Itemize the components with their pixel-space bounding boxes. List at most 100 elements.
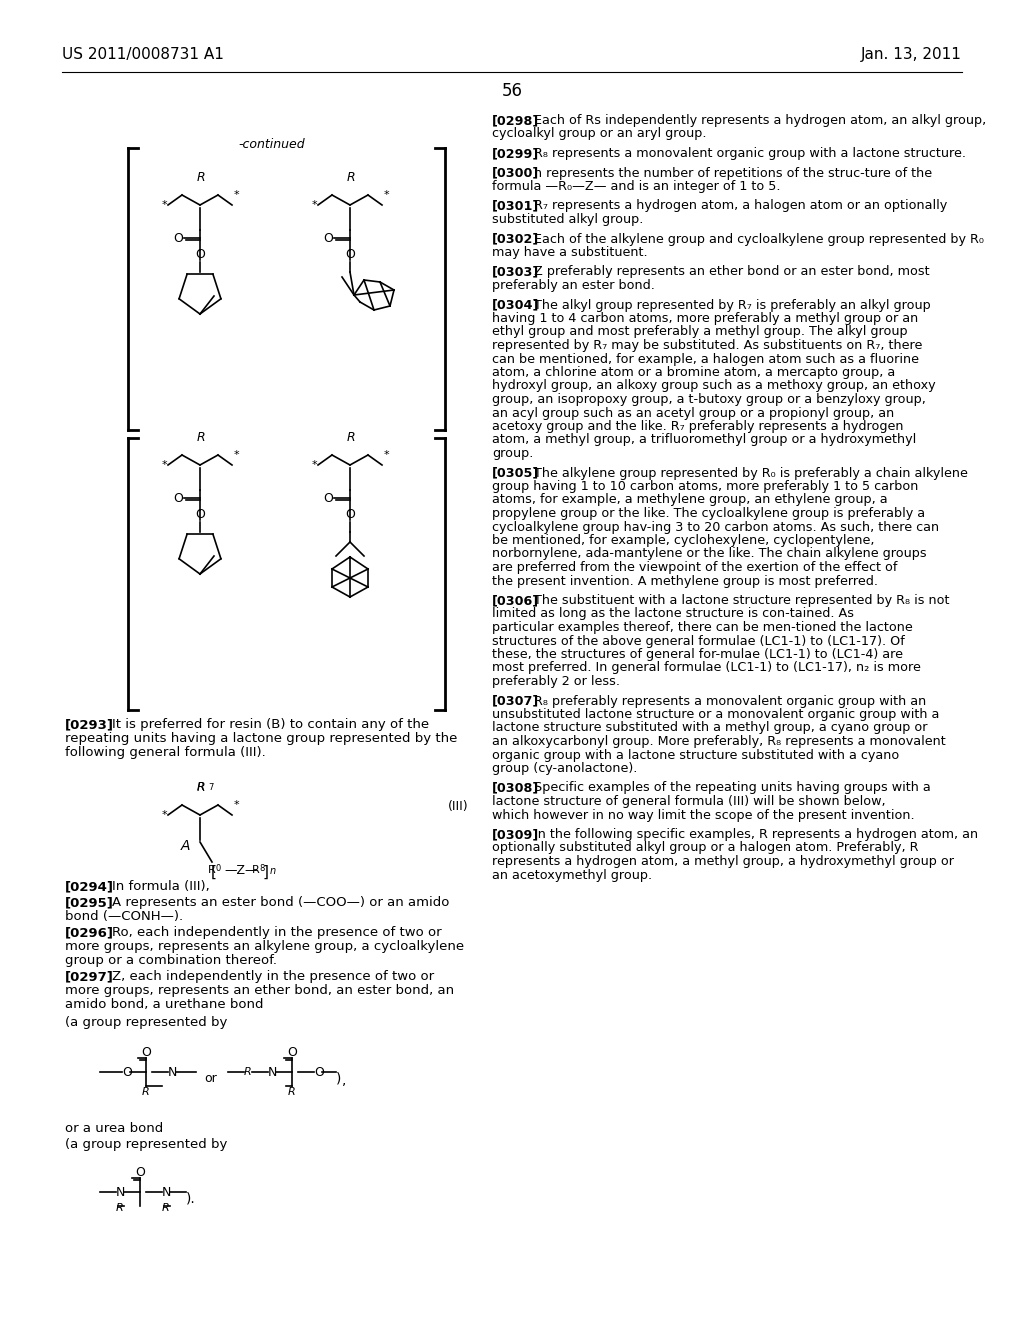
Text: an acyl group such as an acetyl group or a propionyl group, an: an acyl group such as an acetyl group or…: [492, 407, 894, 420]
Text: O: O: [141, 1045, 151, 1059]
Text: The alkyl group represented by R₇ is preferably an alkyl group: The alkyl group represented by R₇ is pre…: [534, 298, 931, 312]
Text: (a group represented by: (a group represented by: [65, 1138, 227, 1151]
Text: R: R: [252, 865, 260, 875]
Text: R: R: [208, 865, 216, 875]
Text: *: *: [161, 201, 167, 210]
Text: O: O: [173, 491, 183, 504]
Text: Jan. 13, 2011: Jan. 13, 2011: [861, 48, 962, 62]
Text: atoms, for example, a methylene group, an ethylene group, a: atoms, for example, a methylene group, a…: [492, 494, 888, 507]
Text: *: *: [383, 190, 389, 201]
Text: most preferred. In general formulae (LC1-1) to (LC1-17), n₂ is more: most preferred. In general formulae (LC1…: [492, 661, 921, 675]
Text: R: R: [347, 172, 355, 183]
Text: n: n: [270, 866, 276, 876]
Text: [0296]: [0296]: [65, 927, 114, 939]
Text: O: O: [314, 1065, 324, 1078]
Text: O: O: [287, 1045, 297, 1059]
Text: having 1 to 4 carbon atoms, more preferably a methyl group or an: having 1 to 4 carbon atoms, more prefera…: [492, 312, 919, 325]
Text: atom, a methyl group, a trifluoromethyl group or a hydroxymethyl: atom, a methyl group, a trifluoromethyl …: [492, 433, 916, 446]
Text: 7: 7: [208, 783, 213, 792]
Text: these, the structures of general for-mulae (LC1-1) to (LC1-4) are: these, the structures of general for-mul…: [492, 648, 903, 661]
Text: amido bond, a urethane bond: amido bond, a urethane bond: [65, 998, 263, 1011]
Text: O: O: [345, 248, 355, 261]
Text: In formula (III),: In formula (III),: [112, 880, 210, 894]
Text: N: N: [162, 1185, 171, 1199]
Text: group having 1 to 10 carbon atoms, more preferably 1 to 5 carbon: group having 1 to 10 carbon atoms, more …: [492, 480, 919, 492]
Text: be mentioned, for example, cyclohexylene, cyclopentylene,: be mentioned, for example, cyclohexylene…: [492, 535, 874, 546]
Text: O: O: [135, 1166, 145, 1179]
Text: organic group with a lactone structure substituted with a cyano: organic group with a lactone structure s…: [492, 748, 899, 762]
Text: an acetoxymethyl group.: an acetoxymethyl group.: [492, 869, 652, 882]
Text: *: *: [233, 190, 239, 201]
Text: which however in no way limit the scope of the present invention.: which however in no way limit the scope …: [492, 808, 914, 821]
Text: N: N: [116, 1185, 125, 1199]
Text: [0308]: [0308]: [492, 781, 540, 795]
Text: [0302]: [0302]: [492, 232, 540, 246]
Text: R: R: [288, 1086, 296, 1097]
Text: preferably 2 or less.: preferably 2 or less.: [492, 675, 620, 688]
Text: The alkylene group represented by R₀ is preferably a chain alkylene: The alkylene group represented by R₀ is …: [534, 466, 968, 479]
Text: following general formula (III).: following general formula (III).: [65, 746, 266, 759]
Text: Ro, each independently in the presence of two or: Ro, each independently in the presence o…: [112, 927, 441, 939]
Text: O: O: [323, 231, 333, 244]
Text: *: *: [233, 450, 239, 459]
Text: are preferred from the viewpoint of the exertion of the effect of: are preferred from the viewpoint of the …: [492, 561, 897, 574]
Text: cycloalkylene group hav-ing 3 to 20 carbon atoms. As such, there can: cycloalkylene group hav-ing 3 to 20 carb…: [492, 520, 939, 533]
Text: group (cy-anolactone).: group (cy-anolactone).: [492, 762, 637, 775]
Text: norbornylene, ada-mantylene or the like. The chain alkylene groups: norbornylene, ada-mantylene or the like.…: [492, 548, 927, 561]
Text: ,: ,: [342, 1073, 346, 1086]
Text: substituted alkyl group.: substituted alkyl group.: [492, 213, 643, 226]
Text: lactone structure substituted with a methyl group, a cyano group or: lactone structure substituted with a met…: [492, 722, 928, 734]
Text: In the following specific examples, R represents a hydrogen atom, an: In the following specific examples, R re…: [534, 828, 978, 841]
Text: or a urea bond: or a urea bond: [65, 1122, 163, 1135]
Text: US 2011/0008731 A1: US 2011/0008731 A1: [62, 48, 224, 62]
Text: n represents the number of repetitions of the struc-ture of the: n represents the number of repetitions o…: [534, 166, 932, 180]
Text: The substituent with a lactone structure represented by R₈ is not: The substituent with a lactone structure…: [534, 594, 949, 607]
Text: Specific examples of the repeating units having groups with a: Specific examples of the repeating units…: [534, 781, 931, 795]
Text: O: O: [195, 248, 205, 261]
Text: [0304]: [0304]: [492, 298, 540, 312]
Text: atom, a chlorine atom or a bromine atom, a mercapto group, a: atom, a chlorine atom or a bromine atom,…: [492, 366, 895, 379]
Text: O: O: [195, 508, 205, 521]
Text: R: R: [198, 781, 205, 792]
Text: R₈ represents a monovalent organic group with a lactone structure.: R₈ represents a monovalent organic group…: [534, 147, 966, 160]
Text: group or a combination thereof.: group or a combination thereof.: [65, 954, 278, 968]
Text: R₇ represents a hydrogen atom, a halogen atom or an optionally: R₇ represents a hydrogen atom, a halogen…: [534, 199, 947, 213]
Text: ethyl group and most preferably a methyl group. The alkyl group: ethyl group and most preferably a methyl…: [492, 326, 907, 338]
Text: N: N: [268, 1065, 278, 1078]
Text: [0294]: [0294]: [65, 880, 114, 894]
Text: repeating units having a lactone group represented by the: repeating units having a lactone group r…: [65, 733, 458, 744]
Text: R: R: [116, 1203, 124, 1213]
Text: group, an isopropoxy group, a t-butoxy group or a benzyloxy group,: group, an isopropoxy group, a t-butoxy g…: [492, 393, 926, 407]
Text: *: *: [233, 800, 239, 810]
Text: Z, each independently in the presence of two or: Z, each independently in the presence of…: [112, 970, 434, 983]
Text: preferably an ester bond.: preferably an ester bond.: [492, 279, 655, 292]
Text: O: O: [323, 491, 333, 504]
Text: R: R: [162, 1203, 170, 1213]
Text: [0307]: [0307]: [492, 694, 540, 708]
Text: R: R: [197, 172, 206, 183]
Text: *: *: [161, 459, 167, 470]
Text: Z preferably represents an ether bond or an ester bond, most: Z preferably represents an ether bond or…: [534, 265, 930, 279]
Text: represents a hydrogen atom, a methyl group, a hydroxymethyl group or: represents a hydrogen atom, a methyl gro…: [492, 855, 954, 869]
Text: [0306]: [0306]: [492, 594, 539, 607]
Text: optionally substituted alkyl group or a halogen atom. Preferably, R: optionally substituted alkyl group or a …: [492, 842, 919, 854]
Text: [0299]: [0299]: [492, 147, 540, 160]
Text: [0295]: [0295]: [65, 896, 114, 909]
Text: or: or: [204, 1072, 217, 1085]
Text: R: R: [347, 432, 355, 444]
Text: R: R: [197, 781, 206, 795]
Text: an alkoxycarbonyl group. More preferably, R₈ represents a monovalent: an alkoxycarbonyl group. More preferably…: [492, 735, 946, 748]
Text: (III): (III): [449, 800, 469, 813]
Text: [0293]: [0293]: [65, 718, 114, 731]
Text: [0297]: [0297]: [65, 970, 114, 983]
Text: ): ): [336, 1071, 341, 1085]
Text: O: O: [122, 1065, 132, 1078]
Text: formula —R₀—Z— and is an integer of 1 to 5.: formula —R₀—Z— and is an integer of 1 to…: [492, 180, 780, 193]
Text: Each of the alkylene group and cycloalkylene group represented by R₀: Each of the alkylene group and cycloalky…: [534, 232, 984, 246]
Text: represented by R₇ may be substituted. As substituents on R₇, there: represented by R₇ may be substituted. As…: [492, 339, 923, 352]
Text: can be mentioned, for example, a halogen atom such as a fluorine: can be mentioned, for example, a halogen…: [492, 352, 919, 366]
Text: [0309]: [0309]: [492, 828, 540, 841]
Text: [0305]: [0305]: [492, 466, 540, 479]
Text: group.: group.: [492, 447, 534, 459]
Text: particular examples thereof, there can be men-tioned the lactone: particular examples thereof, there can b…: [492, 620, 912, 634]
